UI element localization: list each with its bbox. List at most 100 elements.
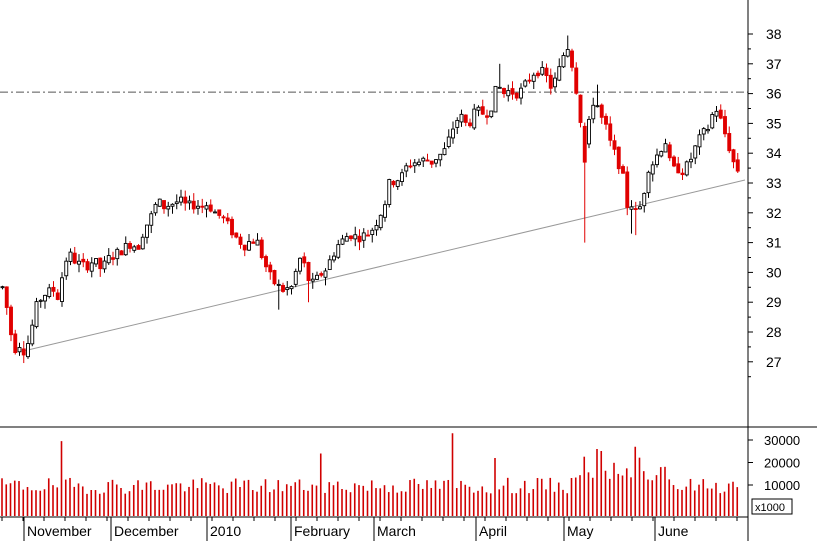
- candle-up: [383, 204, 387, 218]
- candle-up: [459, 113, 464, 123]
- candle-up: [174, 201, 179, 205]
- candle-down: [480, 106, 485, 115]
- candle-up: [68, 251, 73, 262]
- candle-down: [570, 50, 574, 68]
- candle-up: [196, 205, 200, 209]
- candle-up: [595, 105, 600, 108]
- price-tick-label: 32: [766, 205, 782, 221]
- candle-down: [302, 256, 307, 264]
- candle-up: [659, 151, 664, 157]
- candle-up: [17, 347, 22, 353]
- candle-up: [638, 206, 642, 210]
- candle-up: [710, 114, 715, 129]
- candle-down: [55, 292, 60, 300]
- candle-up: [434, 159, 438, 164]
- candle-down: [502, 87, 506, 95]
- candle-down: [162, 200, 166, 210]
- candle-up: [714, 110, 719, 117]
- candle-up: [94, 258, 98, 265]
- candle-down: [238, 236, 243, 245]
- price-tick-label: 31: [766, 235, 782, 251]
- candle-up: [132, 246, 137, 251]
- candle-down: [680, 172, 685, 176]
- candle-down: [357, 235, 362, 243]
- candle-up: [77, 260, 81, 265]
- volume-unit-box: [751, 498, 793, 515]
- candle-up: [684, 161, 689, 176]
- price-tick-label: 36: [766, 86, 782, 102]
- candle-down: [731, 149, 736, 163]
- candle-down: [723, 116, 727, 135]
- candle-up: [344, 236, 349, 242]
- candle-down: [366, 234, 370, 237]
- candle-up: [646, 171, 651, 194]
- candle-up: [557, 66, 562, 81]
- price-tick-label: 38: [766, 26, 782, 42]
- volume-y-axis: 30000 20000 10000 x1000: [748, 433, 800, 515]
- candle-up: [310, 278, 315, 282]
- candle-up: [153, 203, 158, 214]
- candle-up: [255, 239, 260, 246]
- trend-line: [21, 179, 746, 352]
- price-tick-label: 29: [766, 294, 782, 310]
- candle-up: [115, 248, 120, 260]
- candle-down: [259, 239, 264, 259]
- candle-down: [81, 258, 86, 263]
- candle-down: [510, 88, 515, 95]
- price-y-axis: 38 37 36 35 34 33 32 31 30 29 28 27: [747, 0, 782, 541]
- candle-down: [264, 256, 268, 268]
- month-label: December: [114, 523, 179, 539]
- candle-up: [531, 74, 536, 82]
- candle-down: [217, 209, 222, 216]
- candle-up: [361, 232, 366, 241]
- candle-up: [697, 134, 702, 148]
- month-label: February: [294, 523, 350, 539]
- candle-up: [64, 260, 69, 277]
- candle-up: [591, 104, 596, 120]
- month-label: May: [567, 523, 593, 539]
- candle-up: [170, 203, 175, 207]
- candle-up: [472, 108, 477, 129]
- candle-down: [9, 306, 13, 336]
- candle-down: [727, 133, 732, 152]
- candle-up: [106, 255, 111, 264]
- month-label: March: [377, 523, 416, 539]
- candle-down: [72, 252, 77, 264]
- candle-up: [650, 164, 655, 175]
- price-tick-label: 28: [766, 324, 782, 340]
- candle-down: [429, 160, 434, 165]
- candle-down: [604, 115, 608, 125]
- candle-down: [468, 122, 472, 127]
- candle-down: [51, 286, 56, 292]
- candle-down: [13, 333, 18, 354]
- candle-up: [166, 205, 171, 210]
- candle-down: [98, 257, 103, 270]
- candle-up: [387, 179, 392, 205]
- candle-up: [47, 287, 52, 298]
- candle-up: [179, 196, 183, 203]
- candle-down: [349, 235, 353, 240]
- candle-up: [43, 294, 47, 302]
- candle-up: [102, 260, 107, 270]
- candle-down: [544, 67, 549, 77]
- candle-down: [548, 74, 553, 89]
- candle-down: [191, 200, 196, 210]
- candle-up: [706, 129, 710, 132]
- candle-up: [0, 286, 5, 289]
- candle-down: [225, 217, 230, 222]
- price-tick-label: 35: [766, 115, 782, 131]
- x-axis: November December 2010 February March April Ma…: [0, 516, 748, 541]
- price-tick-label: 27: [766, 354, 782, 370]
- candle-down: [128, 243, 132, 249]
- candle-up: [340, 238, 345, 245]
- candle-up: [701, 128, 706, 135]
- candle-down: [319, 273, 324, 276]
- candle-down: [21, 348, 26, 356]
- candle-down: [514, 92, 519, 99]
- candle-up: [204, 205, 209, 210]
- candle-down: [536, 72, 540, 77]
- candle-down: [119, 250, 124, 256]
- candle-down: [578, 94, 583, 123]
